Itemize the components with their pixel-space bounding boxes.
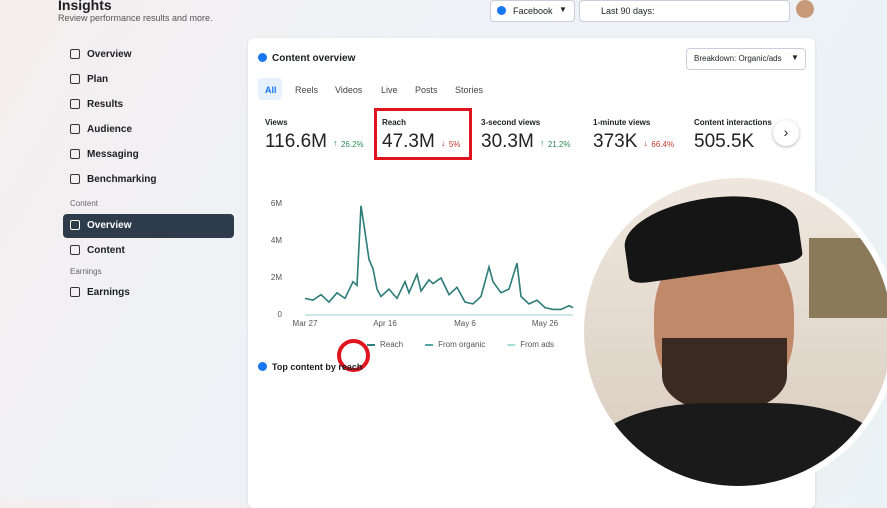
caret: ▼ bbox=[791, 53, 799, 62]
facebook-icon bbox=[258, 362, 267, 371]
metric-change: 5% bbox=[448, 140, 461, 149]
wall-art bbox=[809, 238, 887, 318]
metric-label: Reach bbox=[382, 118, 407, 127]
metric-value: 47.3M bbox=[382, 131, 435, 152]
webcam bbox=[584, 178, 887, 486]
y-tick-label: 6M bbox=[271, 199, 282, 208]
tab[interactable]: Live bbox=[381, 85, 398, 95]
facebook-icon bbox=[258, 53, 267, 62]
trend-arrow: ↑ bbox=[539, 138, 545, 148]
nav-item[interactable]: Overview bbox=[87, 220, 132, 231]
legend-label: Reach bbox=[380, 340, 403, 349]
trend-arrow: ↑ bbox=[332, 138, 338, 148]
nav-icon bbox=[70, 124, 80, 134]
nav-icon bbox=[70, 174, 80, 184]
nav-item[interactable]: Content bbox=[87, 245, 125, 256]
page-subtitle: Review performance results and more. bbox=[58, 13, 213, 23]
date-label: Last 90 days: bbox=[601, 6, 655, 16]
tab[interactable]: Stories bbox=[455, 85, 484, 95]
nav-item[interactable]: Results bbox=[87, 99, 124, 110]
nav-section: Content bbox=[70, 199, 99, 208]
platform-label: Facebook bbox=[513, 6, 553, 16]
nav-icon bbox=[70, 99, 80, 109]
nav-section: Earnings bbox=[70, 267, 102, 276]
platform-select[interactable]: Facebook ▼ bbox=[490, 0, 575, 22]
shirt bbox=[594, 403, 884, 486]
x-tick-label: May 26 bbox=[532, 319, 559, 328]
tab[interactable]: Posts bbox=[415, 85, 438, 95]
tab[interactable]: Videos bbox=[335, 85, 363, 95]
breakdown-select[interactable]: Breakdown: Organic/ads ▼ bbox=[686, 48, 806, 70]
date-select[interactable]: Last 90 days: bbox=[579, 0, 790, 22]
metric-label: Views bbox=[265, 118, 288, 127]
x-tick-label: Mar 27 bbox=[293, 319, 318, 328]
legend-label: From organic bbox=[438, 340, 485, 349]
breakdown-label: Breakdown: Organic/ads bbox=[694, 54, 782, 63]
metric-change: 66.4% bbox=[651, 140, 675, 149]
metric-label: Content interactions bbox=[694, 118, 772, 127]
series-line bbox=[304, 205, 574, 311]
metric-label: 1-minute views bbox=[593, 118, 651, 127]
nav-icon bbox=[70, 220, 80, 230]
nav-icon bbox=[70, 287, 80, 297]
tab[interactable]: All bbox=[265, 85, 277, 95]
y-tick-label: 4M bbox=[271, 236, 282, 245]
trend-arrow: ↓ bbox=[440, 138, 446, 148]
nav-item[interactable]: Plan bbox=[87, 74, 109, 85]
metric-value: 505.5K bbox=[694, 131, 755, 152]
avatar[interactable] bbox=[796, 0, 814, 18]
nav-item[interactable]: Messaging bbox=[87, 149, 139, 160]
y-tick-label: 2M bbox=[271, 273, 282, 282]
trend-arrow: ↓ bbox=[643, 138, 648, 148]
beard bbox=[662, 338, 787, 413]
next-arrow[interactable]: › bbox=[773, 120, 799, 146]
nav-icon bbox=[70, 245, 80, 255]
nav-icon bbox=[70, 149, 80, 159]
caret: ▼ bbox=[559, 5, 567, 14]
metric-change: 21.2% bbox=[547, 140, 571, 149]
chart: 0 2M 4M 6M Mar 27 Apr 16 May 6 May 26 Reach From … bbox=[271, 199, 574, 349]
nav-item[interactable]: Overview bbox=[87, 49, 132, 60]
nav-icon bbox=[70, 74, 80, 84]
metric-value: 116.6M bbox=[265, 131, 327, 152]
nav-active[interactable] bbox=[63, 214, 234, 238]
series-line bbox=[304, 205, 574, 311]
metric-label: 3-second views bbox=[481, 118, 541, 127]
nav-item[interactable]: Benchmarking bbox=[87, 174, 157, 185]
tab-active[interactable] bbox=[258, 78, 282, 100]
page-title: Insights bbox=[58, 0, 112, 13]
section-title: Top content by reach bbox=[272, 362, 363, 372]
nav-icon bbox=[70, 49, 80, 59]
nav-item[interactable]: Earnings bbox=[87, 287, 130, 298]
panel-title: Content overview bbox=[272, 53, 356, 64]
legend-label: From ads bbox=[520, 340, 554, 349]
metric-value: 30.3M bbox=[481, 131, 534, 152]
facebook-icon bbox=[497, 6, 506, 15]
highlight-box bbox=[374, 108, 472, 160]
metric-change: 26.2% bbox=[340, 140, 364, 149]
tab[interactable]: Reels bbox=[295, 85, 319, 95]
metric-value: 373K bbox=[593, 131, 638, 152]
y-tick-label: 0 bbox=[278, 310, 283, 319]
highlight-circle bbox=[337, 339, 370, 372]
nav-item[interactable]: Audience bbox=[87, 124, 133, 135]
x-tick-label: May 6 bbox=[454, 319, 476, 328]
x-tick-label: Apr 16 bbox=[373, 319, 397, 328]
